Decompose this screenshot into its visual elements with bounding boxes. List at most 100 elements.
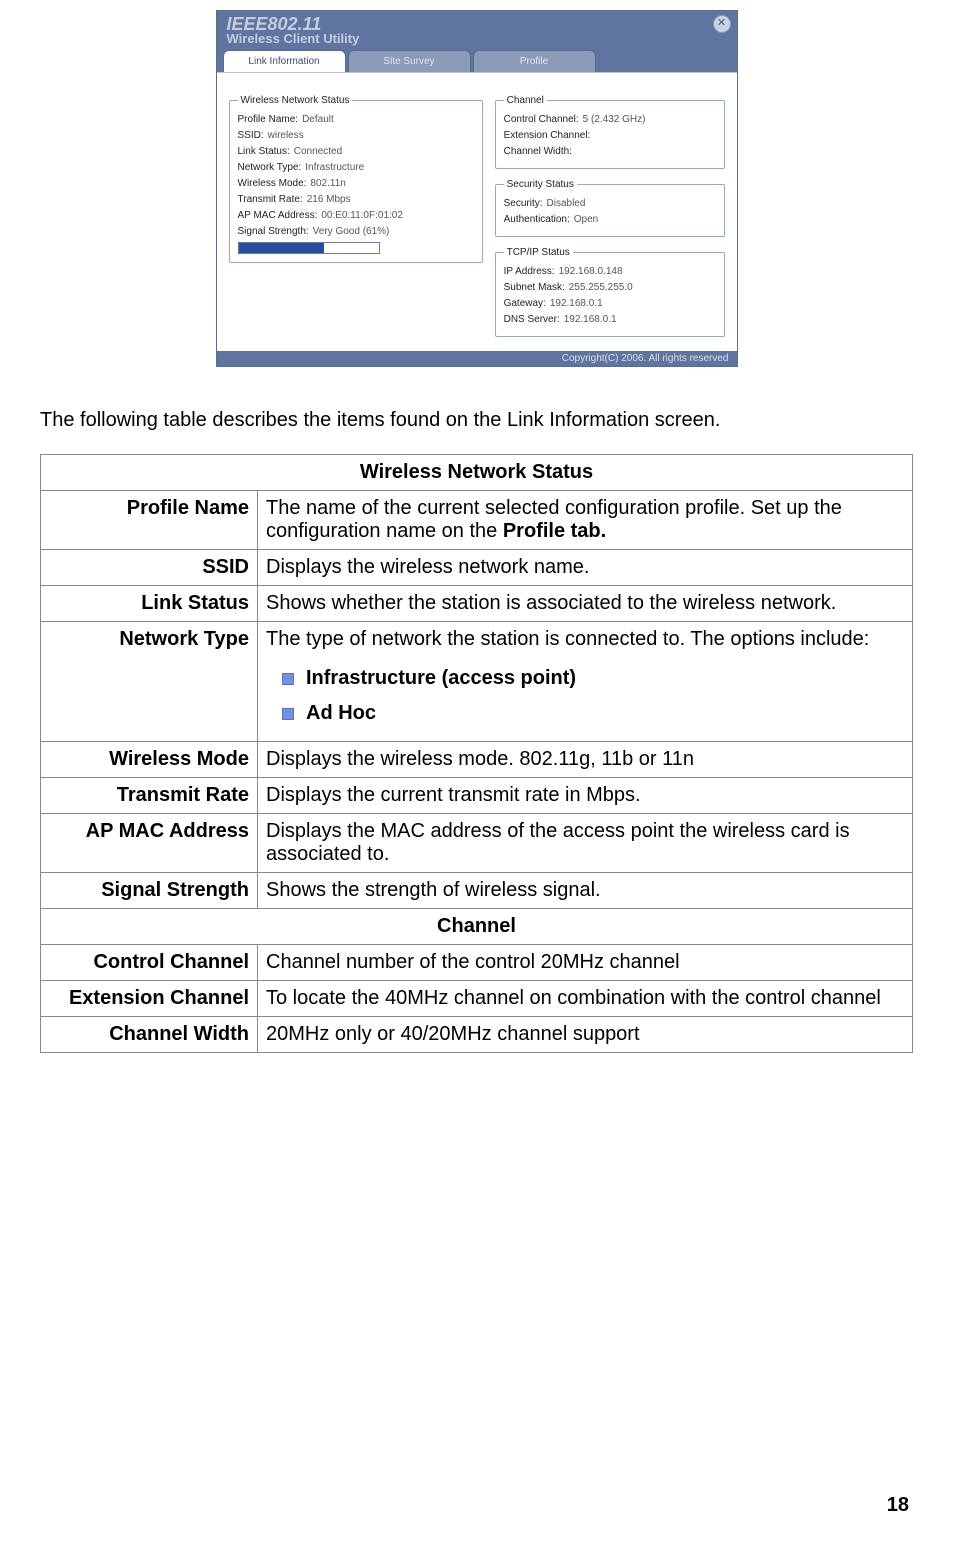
field-label: DNS Server:: [504, 312, 560, 328]
field-label: Signal Strength:: [238, 224, 309, 240]
table-row: Transmit Rate Displays the current trans…: [41, 778, 913, 814]
field-value: 5 (2.432 GHz): [583, 112, 646, 128]
row-desc: Shows the strength of wireless signal.: [258, 873, 913, 909]
row-desc: Shows whether the station is associated …: [258, 586, 913, 622]
table-row: SSID Displays the wireless network name.: [41, 550, 913, 586]
field-value: Very Good (61%): [313, 224, 390, 240]
row-label: Control Channel: [41, 945, 258, 981]
row-desc: 20MHz only or 40/20MHz channel support: [258, 1017, 913, 1053]
row-label: Link Status: [41, 586, 258, 622]
kv-row: AP MAC Address:00:E0:11:0F:01:02: [238, 208, 474, 224]
field-label: Profile Name:: [238, 112, 299, 128]
group-legend: TCP/IP Status: [504, 247, 573, 258]
field-value: 216 Mbps: [307, 192, 351, 208]
kv-row: Profile Name:Default: [238, 112, 474, 128]
table-section-header: Channel: [41, 909, 913, 945]
field-label: Authentication:: [504, 212, 570, 228]
row-label: Wireless Mode: [41, 742, 258, 778]
kv-row: SSID:wireless: [238, 128, 474, 144]
field-label: IP Address:: [504, 264, 555, 280]
field-label: Security:: [504, 196, 543, 212]
kv-row: IP Address:192.168.0.148: [504, 264, 716, 280]
kv-row: Authentication:Open: [504, 212, 716, 228]
table-section-header: Wireless Network Status: [41, 455, 913, 491]
field-value: Infrastructure: [305, 160, 364, 176]
kv-row: Subnet Mask:255.255.255.0: [504, 280, 716, 296]
field-value: Default: [302, 112, 334, 128]
field-label: Extension Channel:: [504, 128, 591, 144]
field-label: Gateway:: [504, 296, 546, 312]
kv-row: Security:Disabled: [504, 196, 716, 212]
field-label: SSID:: [238, 128, 264, 144]
app-body: Wireless Network Status Profile Name:Def…: [217, 72, 737, 351]
field-label: Subnet Mask:: [504, 280, 565, 296]
right-column: Channel Control Channel:5 (2.432 GHz) Ex…: [495, 95, 725, 337]
row-desc: To locate the 40MHz channel on combinati…: [258, 981, 913, 1017]
kv-row: DNS Server:192.168.0.1: [504, 312, 716, 328]
kv-row: Link Status:Connected: [238, 144, 474, 160]
field-value: 802.11n: [310, 176, 345, 192]
page-number: 18: [887, 1494, 909, 1517]
row-desc: The type of network the station is conne…: [258, 622, 913, 742]
row-label: AP MAC Address: [41, 814, 258, 873]
row-desc: The name of the current selected configu…: [258, 491, 913, 550]
group-security-status: Security Status Security:Disabled Authen…: [495, 179, 725, 237]
row-desc: Displays the wireless mode. 802.11g, 11b…: [258, 742, 913, 778]
row-desc: Channel number of the control 20MHz chan…: [258, 945, 913, 981]
table-row: Network Type The type of network the sta…: [41, 622, 913, 742]
kv-row: Signal Strength:Very Good (61%): [238, 224, 474, 240]
left-column: Wireless Network Status Profile Name:Def…: [229, 95, 483, 337]
kv-row: Gateway:192.168.0.1: [504, 296, 716, 312]
table-row: Control Channel Channel number of the co…: [41, 945, 913, 981]
desc-bold: Profile tab.: [503, 520, 606, 542]
tab-site-survey[interactable]: Site Survey: [348, 50, 471, 72]
tab-link-information[interactable]: Link Information: [223, 50, 346, 72]
field-value: wireless: [268, 128, 304, 144]
intro-paragraph: The following table describes the items …: [40, 407, 913, 434]
table-row: Link Status Shows whether the station is…: [41, 586, 913, 622]
table-row: Signal Strength Shows the strength of wi…: [41, 873, 913, 909]
tab-bar: Link Information Site Survey Profile: [217, 50, 737, 72]
close-icon[interactable]: ✕: [713, 15, 731, 33]
field-label: Network Type:: [238, 160, 302, 176]
field-label: AP MAC Address:: [238, 208, 318, 224]
list-item: Ad Hoc: [266, 696, 904, 731]
group-legend: Wireless Network Status: [238, 95, 353, 106]
app-footer: Copyright(C) 2006. All rights reserved: [217, 351, 737, 366]
app-subtitle: Wireless Client Utility: [227, 31, 727, 50]
row-label: Network Type: [41, 622, 258, 742]
app-header: IEEE802.11 Wireless Client Utility: [217, 11, 737, 50]
field-label: Control Channel:: [504, 112, 579, 128]
group-channel: Channel Control Channel:5 (2.432 GHz) Ex…: [495, 95, 725, 169]
table-row: Extension Channel To locate the 40MHz ch…: [41, 981, 913, 1017]
group-legend: Security Status: [504, 179, 577, 190]
field-value: 192.168.0.1: [564, 312, 617, 328]
desc-text: The type of network the station is conne…: [266, 628, 904, 651]
kv-row: Wireless Mode:802.11n: [238, 176, 474, 192]
group-tcpip-status: TCP/IP Status IP Address:192.168.0.148 S…: [495, 247, 725, 337]
field-value: 255.255.255.0: [569, 280, 633, 296]
group-legend: Channel: [504, 95, 547, 106]
field-label: Wireless Mode:: [238, 176, 307, 192]
signal-strength-fill: [239, 243, 324, 253]
wireless-utility-window: ✕ IEEE802.11 Wireless Client Utility Lin…: [216, 10, 738, 367]
row-desc: Displays the MAC address of the access p…: [258, 814, 913, 873]
row-desc: Displays the wireless network name.: [258, 550, 913, 586]
row-label: SSID: [41, 550, 258, 586]
field-label: Link Status:: [238, 144, 290, 160]
tab-profile[interactable]: Profile: [473, 50, 596, 72]
kv-row: Channel Width:: [504, 144, 716, 160]
row-desc: Displays the current transmit rate in Mb…: [258, 778, 913, 814]
signal-strength-bar: [238, 242, 380, 254]
field-label: Transmit Rate:: [238, 192, 303, 208]
field-value: Connected: [294, 144, 342, 160]
table-row: Wireless Mode Displays the wireless mode…: [41, 742, 913, 778]
field-value: Disabled: [547, 196, 586, 212]
group-wireless-network-status: Wireless Network Status Profile Name:Def…: [229, 95, 483, 263]
row-label: Transmit Rate: [41, 778, 258, 814]
network-type-list: Infrastructure (access point) Ad Hoc: [266, 661, 904, 731]
row-label: Profile Name: [41, 491, 258, 550]
row-label: Channel Width: [41, 1017, 258, 1053]
description-table: Wireless Network Status Profile Name The…: [40, 454, 913, 1053]
kv-row: Transmit Rate:216 Mbps: [238, 192, 474, 208]
